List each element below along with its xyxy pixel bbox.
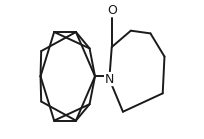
Text: N: N — [104, 73, 113, 85]
Text: O: O — [106, 4, 116, 17]
